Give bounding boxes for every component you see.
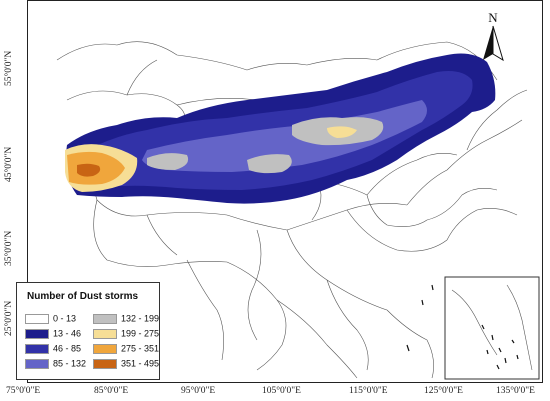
legend-item: 0 - 13 — [25, 313, 76, 325]
dust-storm-density — [65, 53, 496, 204]
legend-swatch — [25, 313, 49, 324]
lat-label-55: 55°0'0"N — [4, 50, 14, 86]
density-351-495 — [77, 163, 101, 177]
boundary-lines — [56, 41, 528, 379]
lon-label-95: 95°0'0"E — [181, 386, 216, 396]
island-dashes — [406, 284, 434, 352]
legend-item: 46 - 85 — [25, 343, 81, 355]
legend-swatch — [93, 358, 117, 369]
lat-label-45: 45°0'0"N — [4, 146, 14, 182]
density-199-275-b — [327, 126, 357, 138]
legend-swatch — [25, 328, 49, 339]
legend-item: 132 - 199 — [93, 313, 159, 325]
legend-swatch — [93, 313, 117, 324]
legend-title: Number of Dust storms — [27, 291, 139, 302]
density-132-199-c — [147, 153, 189, 170]
legend-item: 351 - 495 — [93, 358, 159, 370]
lon-label-115: 115°0'0"E — [349, 386, 388, 396]
lon-label-135: 135°0'0"E — [496, 386, 535, 396]
legend-item: 85 - 132 — [25, 358, 86, 370]
lon-label-85: 85°0'0"E — [94, 386, 129, 396]
legend-item: 199 - 275 — [93, 328, 159, 340]
north-arrow-icon: N — [483, 10, 504, 62]
lon-label-105: 105°0'0"E — [262, 386, 301, 396]
lon-label-75: 75°0'0"E — [6, 386, 41, 396]
density-132-199-b — [247, 154, 292, 174]
legend-swatch — [93, 328, 117, 339]
legend-swatch — [25, 343, 49, 354]
legend: Number of Dust storms 0 - 13 13 - 46 46 … — [16, 282, 160, 380]
lon-label-125: 125°0'0"E — [424, 386, 463, 396]
legend-swatch — [25, 358, 49, 369]
lat-label-25: 25°0'0"N — [4, 300, 14, 336]
legend-item: 13 - 46 — [25, 328, 81, 340]
legend-item: 275 - 351 — [93, 343, 159, 355]
legend-swatch — [93, 343, 117, 354]
lat-label-35: 35°0'0"N — [4, 230, 14, 266]
inset-map — [444, 276, 540, 380]
north-label: N — [488, 10, 498, 25]
